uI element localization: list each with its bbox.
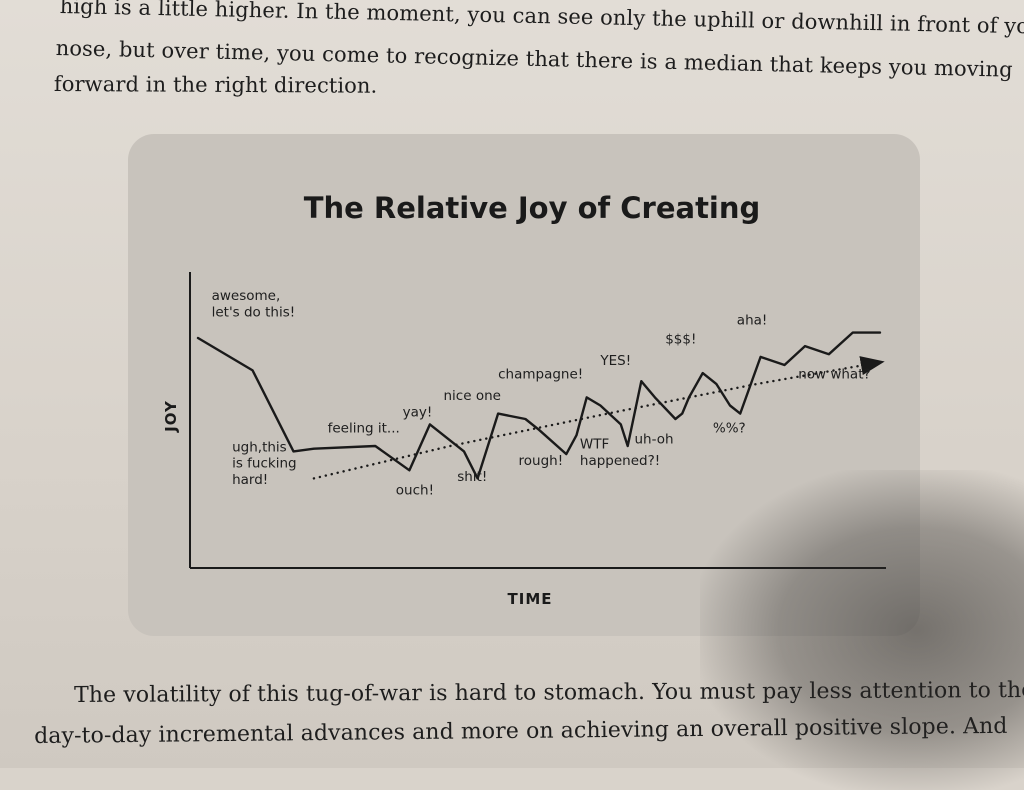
annotation-label: ouch!	[396, 483, 434, 499]
trend-line	[312, 356, 885, 480]
y-axis-label: JOY	[162, 400, 180, 433]
annotation-label: hard!	[232, 472, 268, 488]
annotation-label: champagne!	[498, 367, 583, 383]
body-text-line: high is a little higher. In the moment, …	[59, 0, 1024, 39]
annotation-label: shit!	[457, 469, 487, 485]
annotation-label: awesome,	[212, 288, 281, 304]
annotation-label: happened?!	[580, 453, 660, 469]
joy-chart: The Relative Joy of Creating JOY TIME aw…	[162, 191, 886, 608]
annotation-label: uh-oh	[635, 431, 674, 447]
body-text-line: day-to-day incremental advances and more…	[34, 713, 1008, 749]
x-axis-label: TIME	[508, 590, 553, 608]
annotation-label: is fucking	[232, 456, 297, 472]
annotation-label: rough!	[519, 453, 564, 469]
annotation-label: YES!	[599, 353, 631, 369]
annotation-label: %%?	[713, 421, 746, 437]
annotation-label: yay!	[403, 404, 433, 420]
annotation-label: nice one	[444, 388, 501, 404]
chart-title: The Relative Joy of Creating	[304, 191, 761, 225]
chart-figure: The Relative Joy of Creating JOY TIME aw…	[128, 134, 920, 636]
annotation-label: now what?	[798, 367, 870, 383]
body-text-line: forward in the right direction.	[53, 72, 378, 98]
body-text-line: The volatility of this tug-of-war is har…	[74, 677, 1024, 708]
annotation-label: let's do this!	[212, 304, 296, 320]
annotation-label: aha!	[737, 313, 768, 329]
annotation-label: feeling it...	[328, 421, 400, 437]
joy-line	[196, 331, 882, 480]
annotation-label: ugh,this	[232, 439, 287, 455]
annotation-label: WTF	[580, 437, 609, 453]
annotation-label: $$$!	[665, 331, 696, 347]
